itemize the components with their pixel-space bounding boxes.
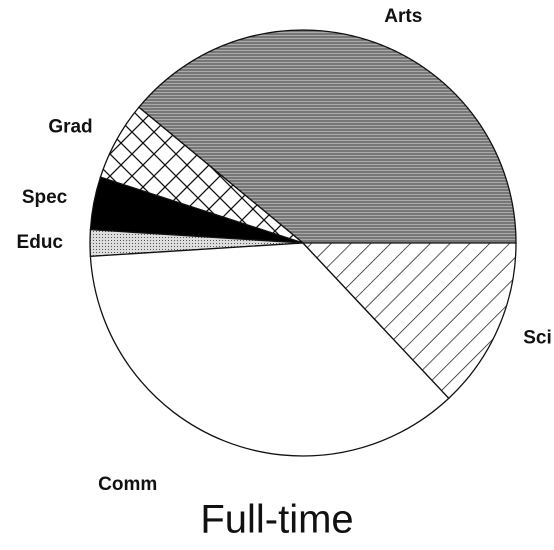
pie-slice [137, 29, 517, 244]
pie-slice [89, 242, 450, 457]
pie-slice [301, 242, 517, 400]
slice-label: Comm [98, 474, 157, 495]
slice-label: Sci [523, 327, 552, 348]
slice-label: Grad [48, 116, 92, 137]
chart-title: Full-time [200, 498, 353, 542]
slice-label: Arts [384, 6, 422, 27]
slice-label: Educ [17, 232, 64, 253]
slice-label: Spec [22, 187, 68, 208]
